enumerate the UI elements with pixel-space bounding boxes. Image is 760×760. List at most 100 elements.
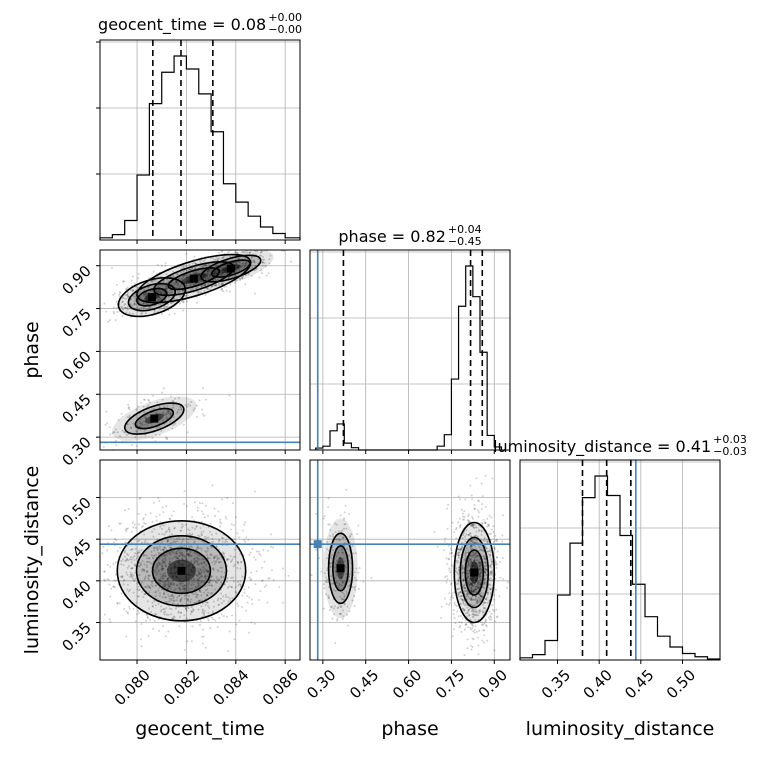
sample-point: [164, 562, 167, 565]
sample-point: [218, 617, 221, 620]
sample-point: [232, 262, 235, 265]
sample-point: [131, 576, 133, 579]
sample-point: [465, 533, 468, 536]
peak-marker: [226, 264, 235, 273]
sample-point: [267, 549, 270, 552]
sample-point: [190, 554, 193, 557]
sample-point: [213, 271, 216, 274]
sample-point: [125, 530, 128, 533]
sample-point: [479, 599, 481, 602]
sample-point: [461, 598, 464, 601]
sample-point: [160, 292, 163, 295]
sample-point: [195, 271, 198, 274]
sample-point: [184, 584, 187, 587]
sample-point: [149, 512, 152, 515]
sample-point: [182, 423, 185, 426]
sample-point: [210, 546, 213, 549]
sample-point: [185, 523, 187, 526]
sample-point: [165, 286, 168, 289]
sample-point: [243, 539, 246, 542]
sample-point: [494, 539, 497, 542]
sample-point: [470, 644, 472, 647]
sample-point: [140, 541, 143, 544]
sample-point: [162, 511, 165, 514]
sample-point: [461, 546, 464, 548]
sample-point: [263, 262, 266, 264]
sample-point: [134, 620, 137, 623]
sample-point: [204, 293, 207, 296]
sample-point: [475, 552, 478, 555]
sample-point: [472, 613, 475, 615]
sample-point: [342, 592, 345, 595]
sample-point: [140, 562, 143, 565]
sample-point: [168, 595, 171, 598]
sample-point: [158, 308, 161, 311]
sample-point: [457, 554, 460, 557]
sample-point: [149, 290, 152, 293]
sample-point: [136, 582, 139, 585]
sample-point: [465, 612, 467, 615]
sample-point: [157, 603, 160, 606]
sample-point: [345, 566, 348, 569]
sample-point: [473, 556, 476, 559]
sample-point: [128, 575, 131, 578]
sample-point: [126, 583, 129, 586]
sample-point: [469, 582, 472, 585]
sample-point: [228, 290, 231, 293]
sample-point: [482, 606, 485, 609]
sample-point: [129, 288, 132, 291]
sample-point: [471, 624, 474, 627]
sample-point: [482, 592, 485, 595]
sample-point: [200, 291, 203, 294]
sample-point: [488, 610, 491, 613]
sample-point: [474, 618, 477, 621]
sample-point: [197, 281, 200, 284]
sample-point: [207, 536, 210, 539]
sample-point: [180, 529, 183, 532]
sample-point: [155, 296, 158, 299]
sample-point: [148, 285, 150, 288]
sample-point: [252, 259, 255, 262]
sample-point: [348, 610, 351, 613]
sample-point: [470, 648, 473, 651]
sample-point: [491, 572, 494, 575]
sample-point: [465, 569, 468, 572]
sample-point: [490, 516, 493, 519]
sample-point: [127, 296, 129, 298]
sample-point: [153, 528, 156, 531]
sample-point: [461, 547, 464, 550]
sample-point: [265, 584, 268, 587]
sample-point: [197, 570, 200, 573]
sample-point: [495, 616, 498, 619]
sample-point: [161, 398, 164, 401]
sample-point: [136, 430, 139, 433]
sample-point: [168, 562, 171, 565]
sample-point: [214, 270, 217, 273]
peak-marker: [150, 414, 159, 423]
sample-point: [475, 585, 478, 588]
sample-point: [478, 528, 480, 531]
sample-point: [329, 566, 332, 569]
sample-point: [198, 589, 201, 592]
sample-point: [328, 523, 331, 526]
sample-point: [481, 611, 484, 614]
sample-point: [490, 560, 493, 563]
sample-point: [491, 562, 494, 565]
sample-point: [342, 537, 344, 539]
sample-point: [121, 300, 124, 303]
truth-marker: [313, 540, 322, 549]
sample-point: [166, 539, 169, 542]
sample-point: [72, 576, 74, 578]
sample-point: [478, 581, 481, 584]
sample-point: [491, 570, 494, 573]
sample-point: [226, 497, 229, 500]
sample-point: [138, 565, 141, 567]
sample-point: [226, 558, 229, 561]
sample-point: [179, 582, 181, 585]
sample-point: [187, 268, 190, 271]
sample-point: [207, 556, 209, 559]
sample-point: [347, 578, 350, 581]
sample-point: [166, 278, 169, 281]
contour-line: [200, 254, 262, 283]
sample-point: [343, 595, 346, 598]
